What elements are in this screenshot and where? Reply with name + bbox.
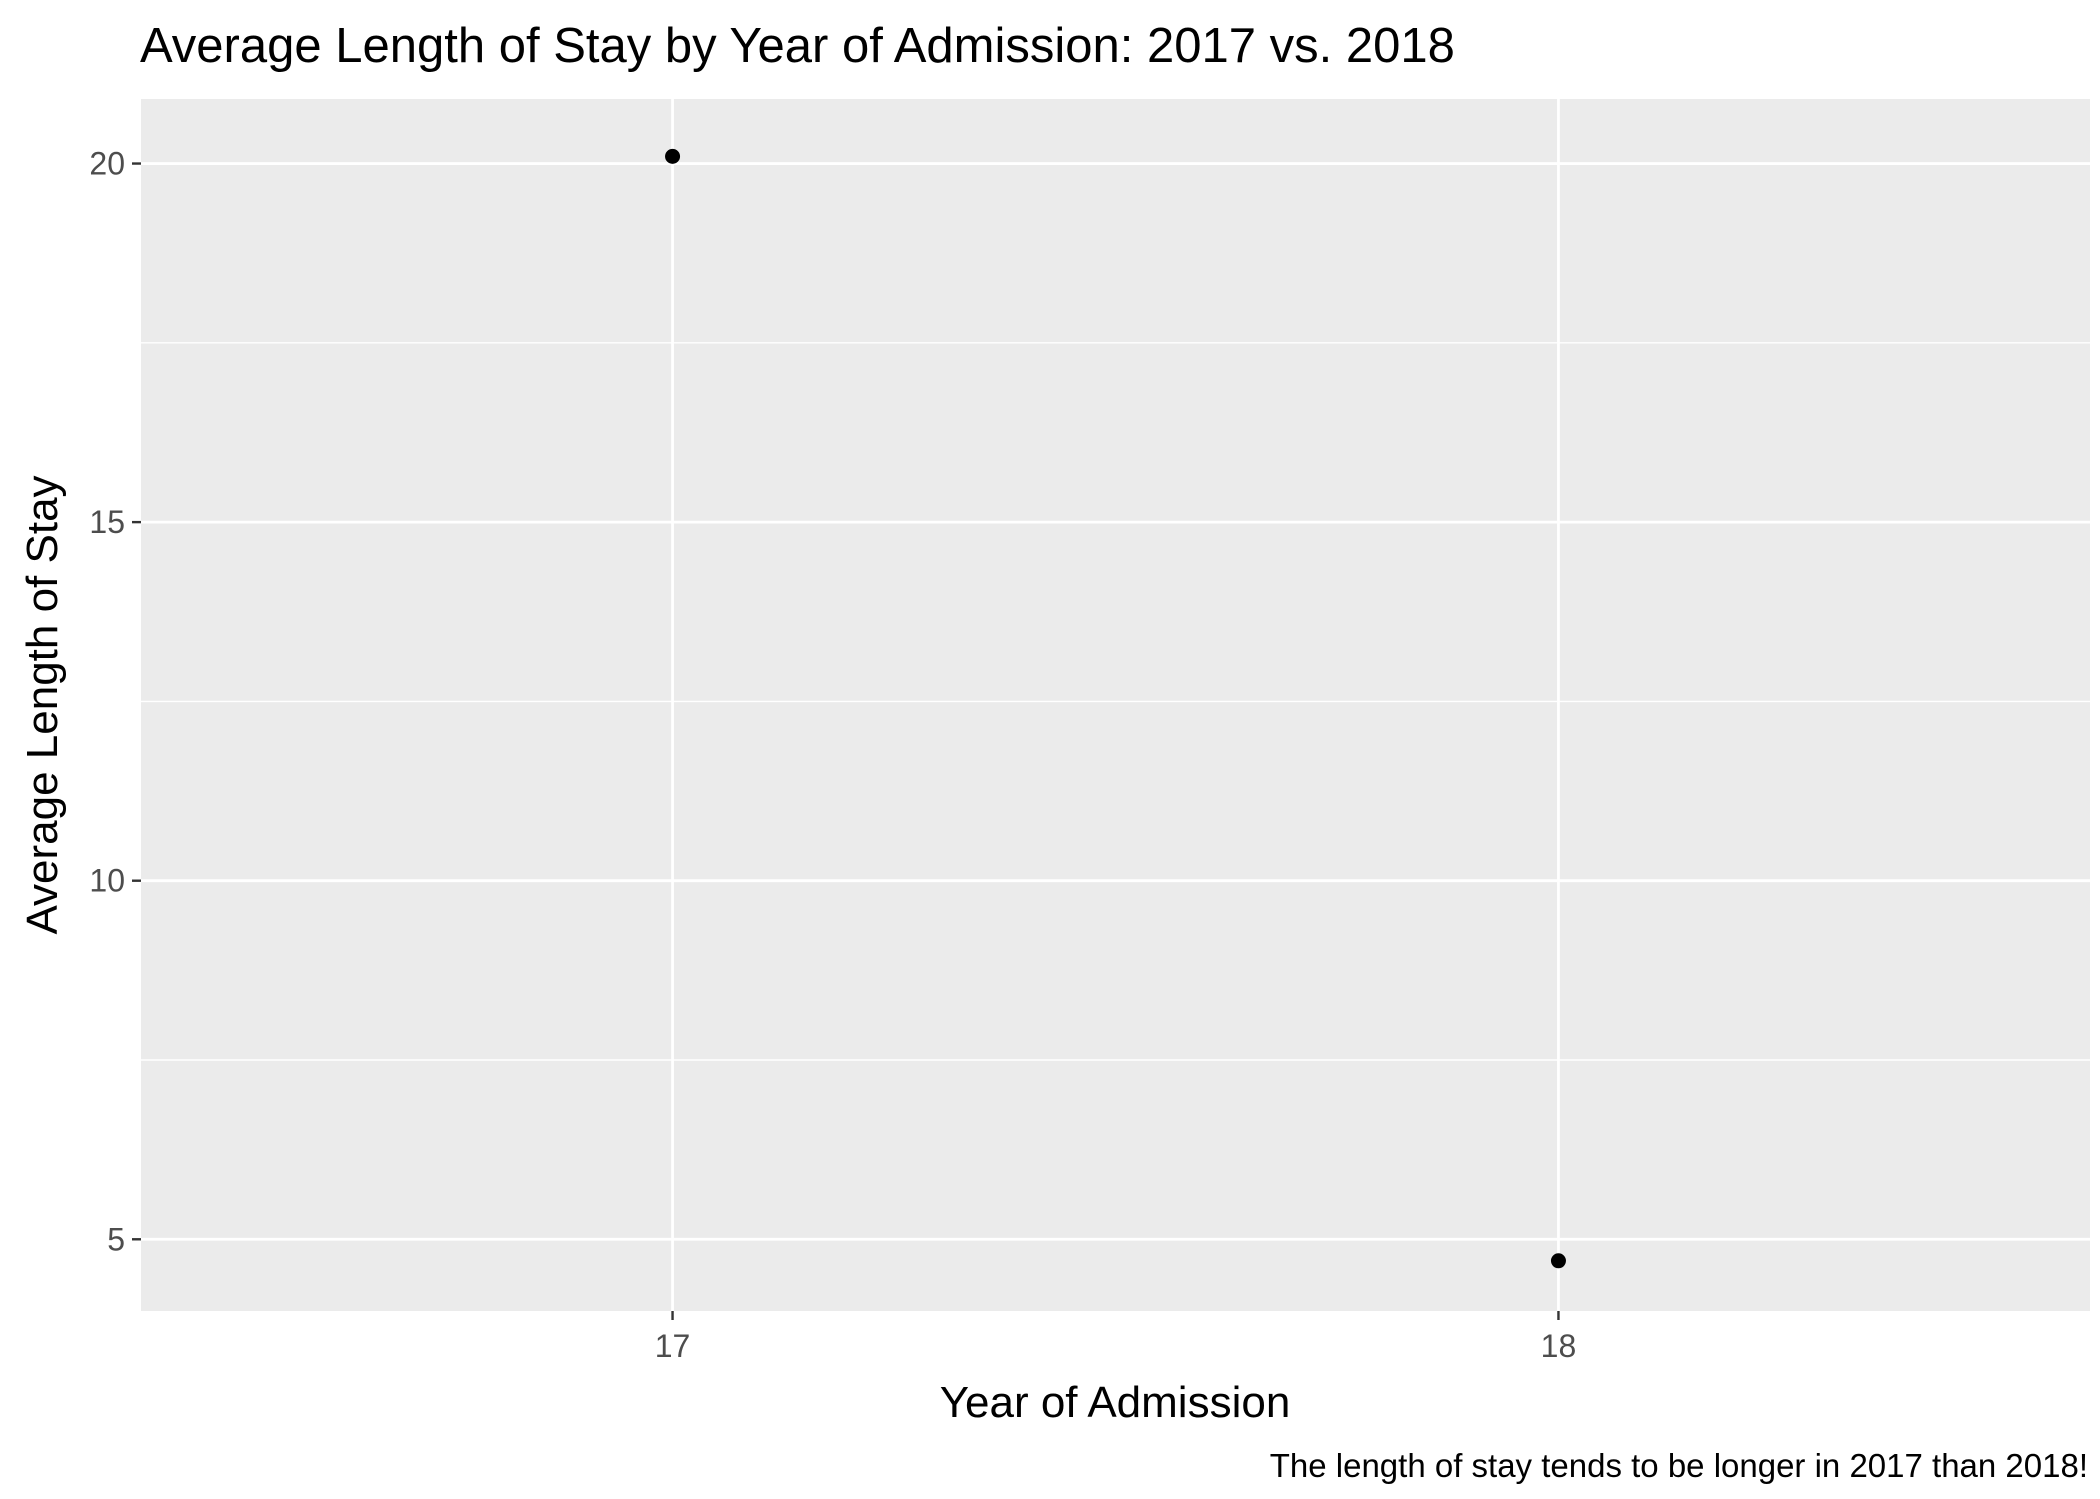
chart-title: Average Length of Stay by Year of Admiss… bbox=[140, 19, 1455, 73]
y-tick-label-2: 15 bbox=[89, 504, 125, 540]
data-point-0 bbox=[665, 148, 681, 164]
plot-panel bbox=[141, 99, 2090, 1311]
x-tick-label-0: 17 bbox=[655, 1328, 691, 1364]
y-tick-label-1: 10 bbox=[89, 863, 125, 899]
x-axis-title: Year of Admission bbox=[940, 1378, 1291, 1427]
grid-layer bbox=[141, 99, 2090, 1311]
y-axis-title: Average Length of Stay bbox=[18, 475, 67, 934]
x-tick-label-1: 18 bbox=[1541, 1328, 1577, 1364]
tick-layer: 5 10 15 20 17 18 bbox=[89, 146, 1576, 1364]
chart-caption: The length of stay tends to be longer in… bbox=[1270, 1447, 2088, 1484]
y-tick-label-0: 5 bbox=[107, 1221, 125, 1257]
data-point-1 bbox=[1550, 1253, 1566, 1269]
point-layer bbox=[665, 148, 1566, 1269]
y-tick-label-3: 20 bbox=[89, 146, 125, 182]
